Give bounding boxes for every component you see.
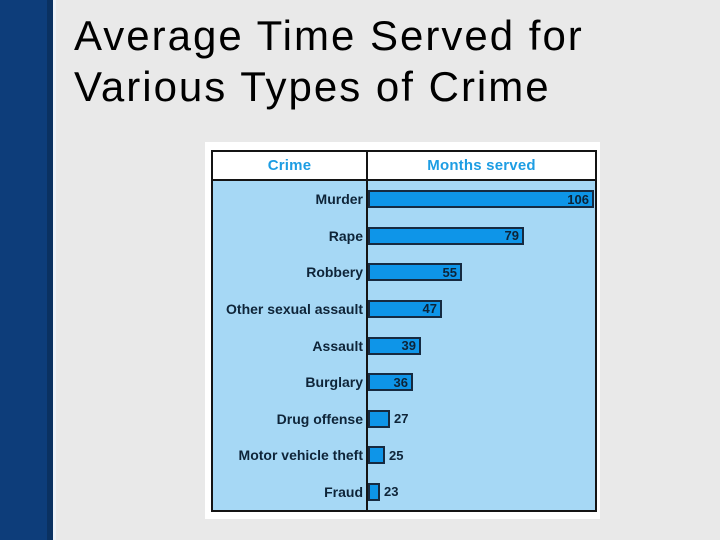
crime-category-label-assault: Assault — [213, 327, 368, 364]
chart-row-assault: Assault 39 — [213, 327, 595, 364]
chart-row-murder: Murder 106 — [213, 181, 595, 218]
crime-category-label-fraud: Fraud — [213, 473, 368, 511]
chart-row-other-sexual-assault: Other sexual assault 47 — [213, 290, 595, 328]
chart-panel: Crime Months served Murder 106 Rape 79 Robbe… — [205, 142, 600, 519]
slide-title: Average Time Served for Various Types of… — [74, 12, 584, 110]
bar-other-sexual-assault: 47 — [368, 299, 442, 318]
value-label-rape: 79 — [504, 228, 519, 244]
crime-category-label-burglary: Burglary — [213, 363, 368, 401]
chart-row-fraud: Fraud 23 — [213, 473, 595, 511]
bar-drug-offense — [368, 409, 390, 428]
chart-row-burglary: Burglary 36 — [213, 363, 595, 401]
value-label-fraud: 23 — [384, 484, 399, 500]
bar-murder: 106 — [368, 190, 594, 209]
bar-area-burglary: 36 — [368, 364, 595, 401]
value-label-robbery: 55 — [442, 264, 457, 280]
value-label-murder: 106 — [567, 191, 589, 207]
chart-header-row: Crime Months served — [213, 152, 595, 181]
value-label-motor-vehicle-theft: 25 — [389, 447, 404, 463]
bar-rape: 79 — [368, 226, 524, 245]
bar-area-fraud: 23 — [368, 474, 595, 511]
value-label-drug-offense: 27 — [394, 411, 409, 427]
value-label-other-sexual-assault: 47 — [422, 301, 437, 317]
chart-row-motor-vehicle-theft: Motor vehicle theft 25 — [213, 436, 595, 474]
value-label-assault: 39 — [401, 338, 416, 354]
bar-area-robbery: 55 — [368, 254, 595, 291]
chart-row-drug-offense: Drug offense 27 — [213, 400, 595, 437]
crime-category-label-motor-vehicle-theft: Motor vehicle theft — [213, 436, 368, 474]
bar-area-murder: 106 — [368, 181, 595, 218]
bar-burglary: 36 — [368, 373, 413, 392]
crime-category-label-drug-offense: Drug offense — [213, 400, 368, 437]
bar-area-other-sexual-assault: 47 — [368, 291, 595, 328]
chart-row-rape: Rape 79 — [213, 217, 595, 255]
crime-category-label-murder: Murder — [213, 181, 368, 218]
crime-category-label-other-sexual-assault: Other sexual assault — [213, 290, 368, 328]
bar-motor-vehicle-theft — [368, 446, 385, 465]
bar-area-drug-offense: 27 — [368, 400, 595, 437]
bar-area-rape: 79 — [368, 218, 595, 255]
time-served-bar-chart: Crime Months served Murder 106 Rape 79 Robbe… — [211, 150, 597, 512]
column-header-months-served: Months served — [427, 157, 536, 174]
bar-area-motor-vehicle-theft: 25 — [368, 437, 595, 474]
crime-category-label-rape: Rape — [213, 217, 368, 255]
bar-robbery: 55 — [368, 263, 462, 282]
crime-category-label-robbery: Robbery — [213, 254, 368, 291]
chart-row-robbery: Robbery 55 — [213, 254, 595, 291]
bar-assault: 39 — [368, 336, 421, 355]
left-accent-bar — [0, 0, 53, 540]
value-label-burglary: 36 — [393, 374, 408, 390]
column-header-crime: Crime — [213, 152, 368, 179]
bar-fraud — [368, 482, 380, 501]
bar-area-assault: 39 — [368, 327, 595, 364]
chart-body: Murder 106 Rape 79 Robbery 55 Other sexual ass… — [213, 181, 595, 511]
